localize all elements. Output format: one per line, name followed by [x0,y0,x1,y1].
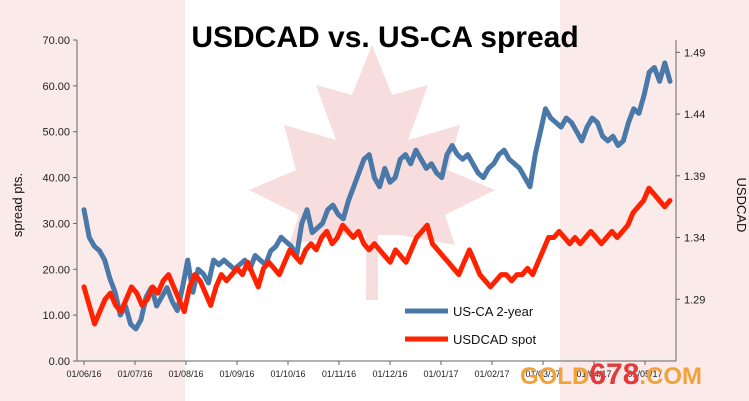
x-tick-label: 01/10/16 [270,369,305,379]
x-tick-label: 01/01/17 [423,369,458,379]
x-tick-label: 01/06/16 [66,369,101,379]
watermark-logo: GOLD678.COM [520,358,702,391]
y-tick-label: 10.00 [42,310,70,322]
y2-tick-label: 1.39 [684,171,705,183]
x-tick-label: 01/02/17 [474,369,509,379]
x-tick-label: 01/03/17 [525,369,560,379]
x-tick-label: 01/08/16 [168,369,203,379]
series-line-usdcad [81,185,673,327]
watermark-part-a: GOLD [520,363,589,390]
y-tick-label: 20.00 [42,264,70,276]
watermark-part-b: 678 [589,358,639,391]
legend: US-CA 2-year USDCAD spot [405,304,536,347]
y-tick-label: 40.00 [42,173,70,185]
y-tick-label: 0.00 [49,356,70,368]
series-lines [81,60,673,332]
x-tick-label: 01/09/16 [219,369,254,379]
chart-title: USDCAD vs. US-CA spread [191,21,578,54]
y2-tick-label: 1.29 [684,294,705,306]
x-tick-label: 01/12/16 [372,369,407,379]
legend-label-usdcad: USDCAD spot [453,332,536,347]
axes: 0.00 10.00 20.00 30.00 40.00 50.00 60.00 70.00 1… [42,35,705,379]
svg-text:GOLD678.COM: GOLD678.COM [520,358,702,391]
x-tick-label: 01/07/16 [117,369,152,379]
y-axis-title: spread pts. [10,173,25,237]
y-tick-label: 30.00 [42,218,70,230]
y-tick-label: 60.00 [42,81,70,93]
y2-tick-label: 1.44 [684,109,705,121]
x-tick-label: 01/05/17 [627,369,662,379]
y2-tick-label: 1.34 [684,233,705,245]
x-tick-label: 01/11/16 [322,369,356,379]
y2-axis-title: USDCAD [734,178,749,233]
series-line-spread [81,60,673,332]
watermark-part-c: .COM [639,363,702,390]
legend-label-spread: US-CA 2-year [453,304,534,319]
y2-tick-label: 1.49 [684,47,705,59]
y-tick-label: 50.00 [42,127,70,139]
x-tick-label: 01/04/17 [576,369,611,379]
y-tick-label: 70.00 [42,35,70,47]
